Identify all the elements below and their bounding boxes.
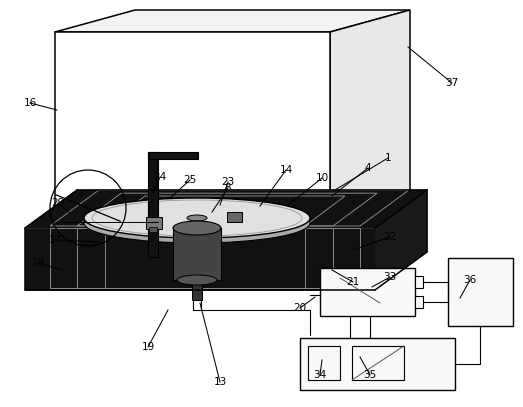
Text: 13: 13 [213,377,226,387]
Text: 36: 36 [463,275,476,285]
Text: 17: 17 [48,235,62,245]
Bar [148,152,198,159]
Bar [50,228,360,288]
Bar [352,346,404,380]
Text: 34: 34 [313,370,327,380]
Text: 21: 21 [346,277,360,287]
Text: 10: 10 [315,173,328,183]
Bar [173,228,221,280]
Polygon shape [375,190,427,290]
Bar [148,152,158,257]
Bar [149,227,157,232]
Bar [300,338,455,390]
Bar [448,258,513,326]
Ellipse shape [187,215,207,221]
Bar [320,268,415,316]
Ellipse shape [173,221,221,235]
Text: 29: 29 [51,198,65,208]
Text: 14: 14 [279,165,293,175]
Polygon shape [25,228,375,290]
Bar [192,280,202,300]
Text: 25: 25 [184,175,197,185]
Text: 20: 20 [293,303,306,313]
Bar [415,276,423,288]
Polygon shape [330,10,410,227]
Text: 33: 33 [383,272,396,282]
Text: 24: 24 [153,172,167,182]
Bar [227,212,242,222]
Text: 1: 1 [385,153,391,163]
Text: 8: 8 [225,183,231,193]
Text: 19: 19 [141,342,155,352]
Text: 22: 22 [383,232,396,242]
Bar [55,32,330,227]
Text: 16: 16 [24,98,37,108]
Text: 4: 4 [365,163,371,173]
Ellipse shape [84,203,310,243]
Text: 35: 35 [363,370,377,380]
Ellipse shape [84,198,310,238]
Ellipse shape [177,275,217,285]
Bar [105,228,305,288]
Bar [415,296,423,308]
Polygon shape [25,190,427,228]
Text: 23: 23 [221,177,235,187]
Text: 37: 37 [446,78,459,88]
Bar [77,228,333,288]
Bar [308,346,340,380]
Bar [146,217,162,229]
Text: 18: 18 [31,258,44,268]
Polygon shape [55,10,410,32]
